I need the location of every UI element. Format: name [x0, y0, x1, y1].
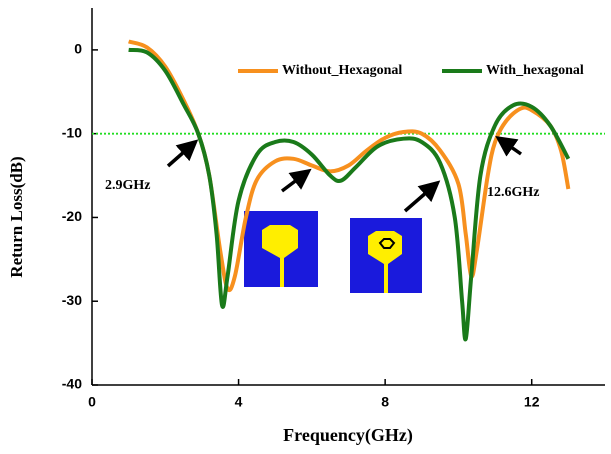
- inset-antenna-2: [350, 218, 422, 293]
- line-series: [128, 39, 571, 293]
- x-tick-label: 4: [235, 394, 243, 410]
- x-tick-label: 8: [381, 394, 389, 410]
- x-tick-label: 12: [524, 394, 540, 410]
- y-axis-label: Return Loss(dB): [7, 156, 26, 277]
- y-tick-label: 0: [74, 41, 82, 57]
- y-tick-label: -10: [62, 124, 82, 140]
- legend-label: With_hexagonal: [486, 63, 584, 78]
- y-tick-label: -20: [62, 208, 82, 224]
- annotation: 12.6GHz: [487, 185, 540, 200]
- x-tick-label: 0: [88, 394, 96, 410]
- y-tick-label: -40: [62, 376, 82, 392]
- x-axis-label: Frequency(GHz): [283, 425, 413, 446]
- arrows: [166, 135, 523, 213]
- inset-antenna-1: [244, 211, 318, 287]
- legend-label: Without_Hexagonal: [282, 63, 402, 78]
- line-series: [128, 47, 571, 342]
- annotation: 2.9GHz: [105, 178, 151, 193]
- y-tick-label: -30: [62, 292, 82, 308]
